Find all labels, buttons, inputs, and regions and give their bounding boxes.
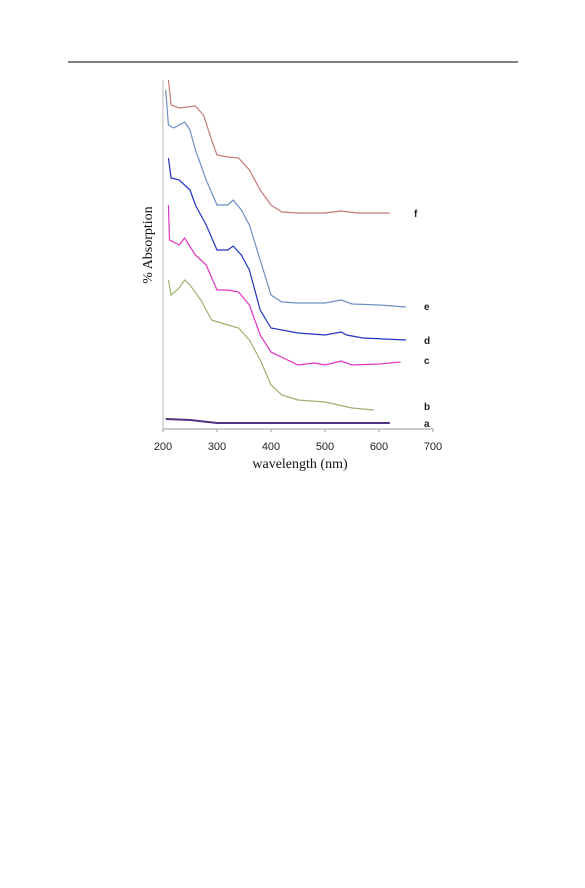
legend-label: a bbox=[424, 419, 430, 430]
series-line bbox=[167, 279, 374, 411]
series-line bbox=[165, 418, 390, 424]
legend-label: e bbox=[424, 302, 430, 313]
legend-label: d bbox=[424, 336, 430, 347]
x-tick-label: 600 bbox=[370, 441, 388, 453]
legend-label: b bbox=[424, 402, 430, 413]
y-axis-label: % Absorption bbox=[141, 206, 156, 283]
legend-label: f bbox=[414, 209, 418, 220]
x-tick-label: 200 bbox=[154, 441, 172, 453]
series-line bbox=[167, 204, 401, 366]
series-line bbox=[165, 89, 407, 308]
legend-label: c bbox=[424, 356, 430, 367]
x-tick-label: 400 bbox=[262, 441, 280, 453]
series-line bbox=[167, 157, 407, 341]
x-tick-label: 700 bbox=[424, 441, 442, 453]
x-axis-label: wavelength (nm) bbox=[252, 457, 348, 472]
x-tick-label: 500 bbox=[316, 441, 334, 453]
x-tick-label: 300 bbox=[208, 441, 226, 453]
series-line bbox=[167, 79, 390, 214]
